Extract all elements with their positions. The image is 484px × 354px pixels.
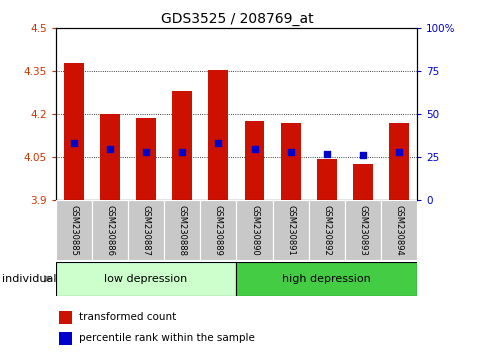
Text: individual: individual [2, 274, 57, 284]
Point [142, 149, 150, 155]
Bar [200, 200, 236, 260]
Bar [128, 200, 164, 260]
Bar [164, 200, 200, 260]
Text: GSM230894: GSM230894 [393, 205, 403, 256]
Text: GSM230885: GSM230885 [69, 205, 78, 256]
Bar [208, 70, 228, 200]
Text: GDS3525 / 208769_at: GDS3525 / 208769_at [161, 12, 313, 27]
Text: GSM230890: GSM230890 [249, 205, 258, 256]
Text: GSM230892: GSM230892 [321, 205, 331, 256]
Bar [344, 200, 380, 260]
Bar [236, 200, 272, 260]
Bar [56, 200, 92, 260]
Bar [236, 262, 416, 296]
Text: GSM230893: GSM230893 [358, 205, 367, 256]
Bar [380, 200, 416, 260]
Bar [316, 159, 336, 200]
Point [286, 149, 294, 155]
Bar [172, 91, 192, 200]
Bar [280, 123, 300, 200]
Bar [308, 200, 344, 260]
Point [70, 141, 77, 146]
Bar [92, 200, 128, 260]
Bar [59, 332, 72, 345]
Text: transformed count: transformed count [79, 312, 176, 322]
Bar [64, 63, 84, 200]
Point [250, 146, 258, 152]
Point [322, 151, 330, 156]
Bar [59, 311, 72, 324]
Text: high depression: high depression [282, 274, 370, 284]
Point [358, 153, 366, 158]
Bar [388, 123, 408, 200]
Bar [100, 114, 120, 200]
Bar [272, 200, 308, 260]
Point [106, 146, 114, 152]
Bar [136, 119, 156, 200]
Point [394, 149, 402, 155]
Text: GSM230889: GSM230889 [213, 205, 223, 256]
Text: GSM230888: GSM230888 [177, 205, 186, 256]
Text: percentile rank within the sample: percentile rank within the sample [79, 333, 255, 343]
Text: GSM230891: GSM230891 [286, 205, 295, 256]
Point [214, 141, 222, 146]
Text: low depression: low depression [104, 274, 187, 284]
Text: GSM230886: GSM230886 [105, 205, 114, 256]
Bar [352, 164, 372, 200]
Bar [244, 121, 264, 200]
Text: GSM230887: GSM230887 [141, 205, 151, 256]
Point [178, 149, 186, 155]
Bar [56, 262, 236, 296]
